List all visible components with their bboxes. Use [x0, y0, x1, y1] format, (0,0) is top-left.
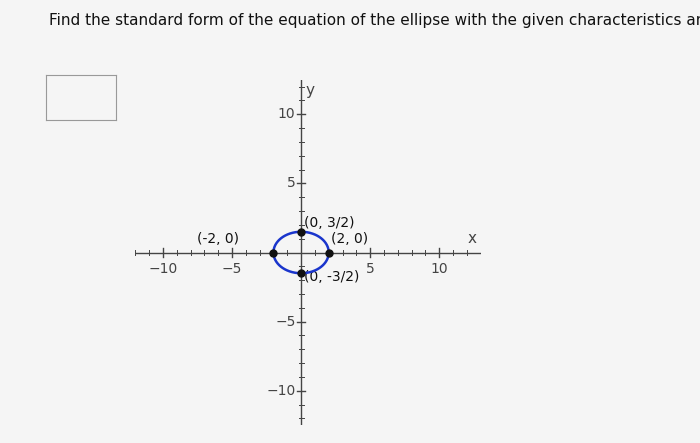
Text: (2, 0): (2, 0)	[332, 232, 369, 245]
Text: −5: −5	[275, 315, 295, 329]
Text: 10: 10	[430, 262, 448, 276]
Text: 10: 10	[278, 107, 295, 121]
Text: (0, -3/2): (0, -3/2)	[304, 270, 359, 284]
Text: (0, 3/2): (0, 3/2)	[304, 216, 354, 230]
Text: 5: 5	[366, 262, 375, 276]
Text: y: y	[306, 82, 315, 97]
Text: −10: −10	[148, 262, 178, 276]
Text: 5: 5	[287, 176, 295, 190]
Text: (-2, 0): (-2, 0)	[197, 232, 239, 245]
Text: −5: −5	[222, 262, 242, 276]
Text: Find the standard form of the equation of the ellipse with the given characteris: Find the standard form of the equation o…	[49, 13, 700, 28]
Text: −10: −10	[266, 384, 295, 398]
Text: x: x	[468, 231, 477, 246]
